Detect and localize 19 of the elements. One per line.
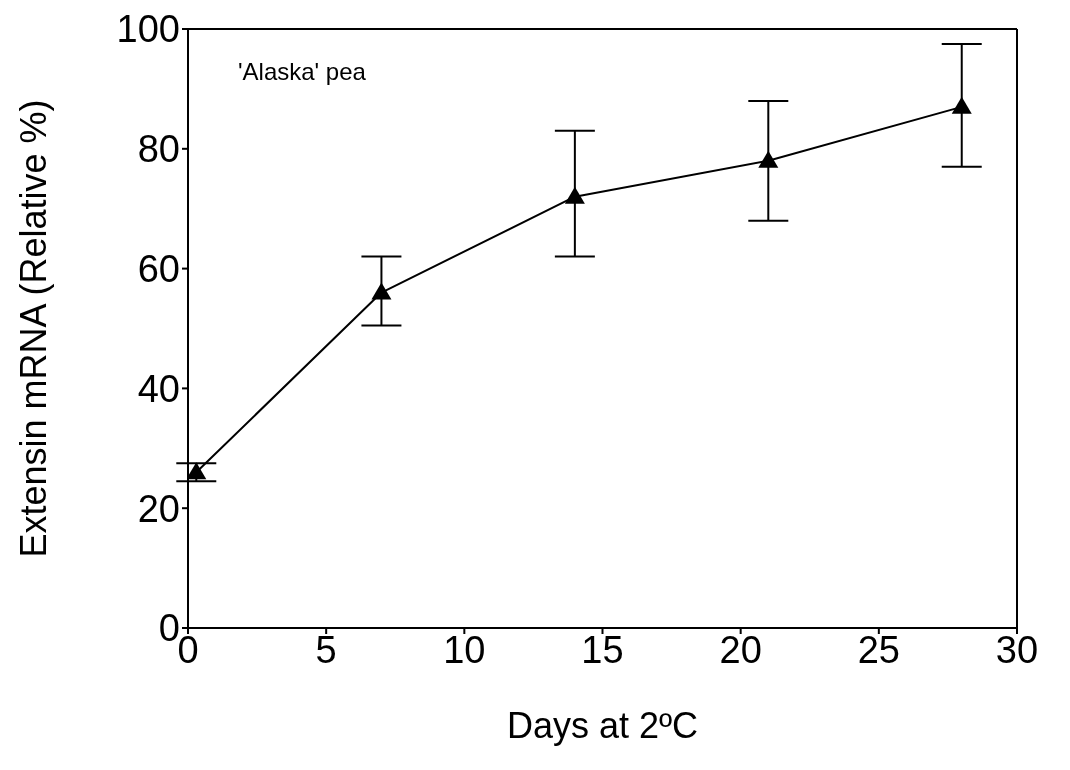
y-tick-label: 60 [137, 248, 180, 291]
x-tick-label: 10 [443, 628, 486, 671]
y-tick-label: 100 [116, 8, 180, 51]
x-tick-label: 15 [581, 628, 624, 671]
x-tick-label: 30 [995, 628, 1039, 671]
y-axis-title: Extensin mRNA (Relative %) [12, 99, 54, 558]
x-axis-title: Days at 2ºC [506, 705, 699, 746]
x-tick-label: 5 [315, 628, 337, 671]
y-tick-label: 20 [137, 487, 180, 530]
point [951, 96, 972, 114]
point [188, 462, 207, 480]
point [371, 282, 392, 300]
annotation: 'Alaska' pea [238, 58, 366, 86]
y-tick-label: 40 [137, 367, 180, 410]
point [758, 150, 779, 168]
x-tick-label: 25 [857, 628, 900, 671]
y-tick-label: 80 [137, 128, 180, 171]
point [564, 186, 585, 204]
x-tick-label: 20 [719, 628, 762, 671]
